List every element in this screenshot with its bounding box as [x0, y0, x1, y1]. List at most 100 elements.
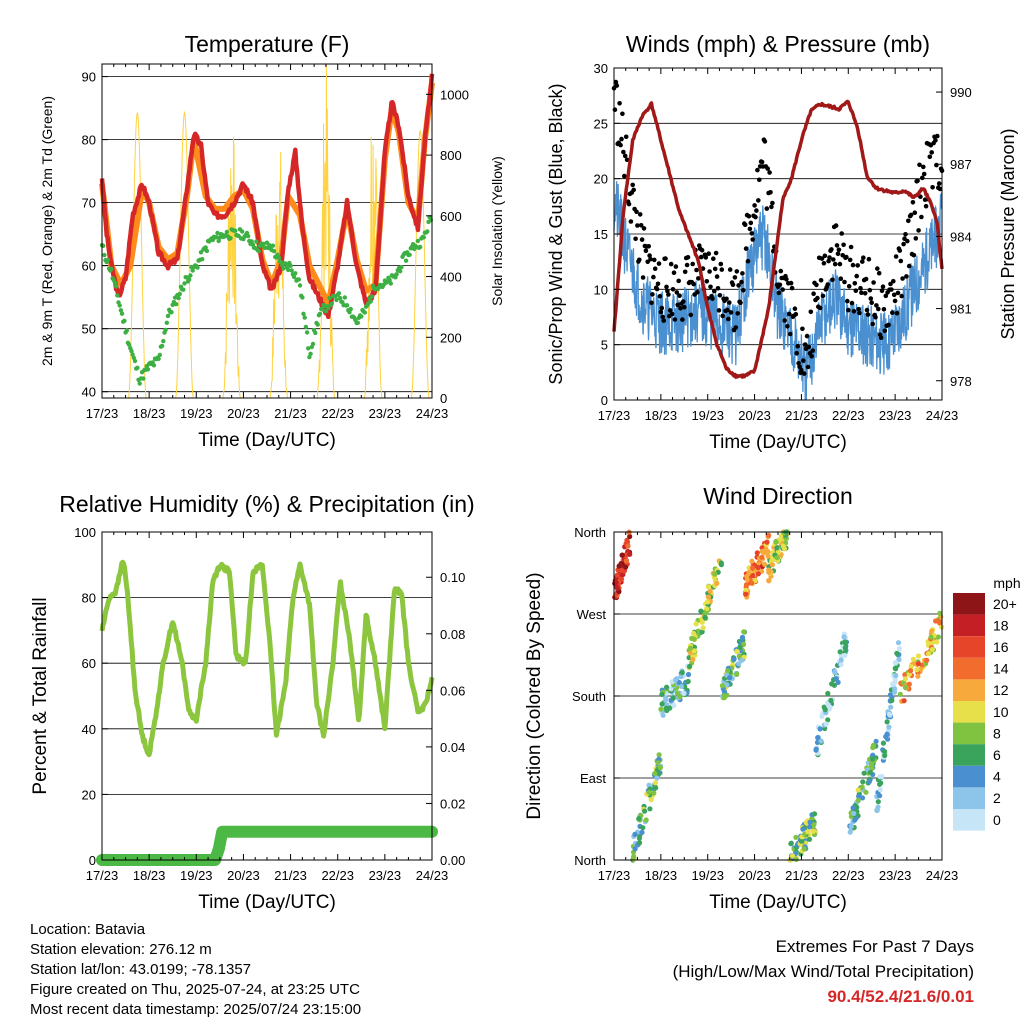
dewpoint-point [240, 229, 245, 234]
gust-point [663, 256, 668, 261]
gust-point [921, 171, 927, 177]
dewpoint-point [129, 348, 134, 354]
direction-point [934, 639, 940, 645]
gust-point [883, 293, 889, 299]
y-tick-label: North [574, 525, 606, 540]
dewpoint-point [304, 330, 310, 335]
station-pressure-line [612, 99, 944, 379]
y-tick-label: 50 [82, 322, 96, 337]
gust-point [847, 257, 853, 263]
dewpoint-point [261, 241, 266, 246]
direction-point [936, 618, 942, 624]
dewpoint-point [418, 244, 423, 250]
gust-point [889, 287, 894, 292]
direction-point [658, 706, 664, 712]
direction-point [847, 829, 853, 835]
direction-point [612, 578, 618, 584]
gust-point [858, 285, 863, 291]
gust-point [681, 299, 686, 304]
gust-point [682, 304, 687, 310]
dewpoint-point [181, 287, 186, 292]
gust-point [745, 258, 751, 264]
gust-point [666, 292, 671, 297]
direction-point [866, 778, 873, 785]
gust-point [853, 288, 859, 294]
gust-point [628, 219, 634, 224]
gust-point [674, 290, 680, 295]
direction-point [755, 564, 761, 571]
dewpoint-point [165, 313, 171, 319]
direction-point [639, 829, 645, 836]
x-tick-label: 17/23 [598, 868, 631, 883]
gust-point [913, 236, 919, 241]
gust-point [891, 292, 897, 298]
dewpoint-point [137, 381, 142, 386]
panel-title: Temperature (F) [185, 31, 350, 57]
direction-point [749, 580, 755, 586]
colorbar-label: mph [993, 575, 1020, 591]
y2-tick-label: 0.08 [440, 627, 465, 642]
y-tick-label: 25 [594, 116, 608, 131]
colorbar-tick-label: 6 [993, 747, 1001, 763]
direction-point [851, 810, 857, 817]
station-info: Location: Batavia Station elevation: 276… [30, 920, 361, 1020]
dewpoint-point [203, 245, 208, 250]
gust-point [820, 293, 826, 299]
direction-point [744, 576, 750, 583]
colorbar-tick-label: 16 [993, 639, 1009, 655]
direction-point [825, 690, 831, 697]
gust-point [652, 266, 658, 272]
solar-insolation-line [102, 65, 432, 399]
direction-point [894, 650, 900, 656]
direction-point [659, 701, 665, 707]
gust-point [806, 344, 812, 350]
direction-point [654, 775, 660, 781]
dewpoint-point [388, 281, 393, 286]
direction-point [789, 853, 796, 859]
gust-point [890, 310, 895, 316]
dewpoint-point [334, 297, 339, 303]
dewpoint-point [126, 342, 132, 347]
gust-point [855, 263, 860, 268]
direction-point [727, 675, 733, 681]
gust-point [895, 290, 901, 296]
gust-point [665, 288, 670, 294]
dewpoint-point [283, 261, 289, 266]
gust-point [785, 324, 790, 329]
y2-tick-label: 400 [440, 270, 462, 285]
direction-point [882, 752, 888, 759]
gust-point [819, 256, 825, 261]
y2-tick-label: 0.02 [440, 796, 465, 811]
y-tick-label: 70 [82, 196, 96, 211]
direction-point [818, 738, 824, 744]
gust-point [741, 288, 746, 293]
gust-point [612, 107, 618, 112]
direction-point [614, 572, 620, 578]
colorbar-tick-label: 8 [993, 725, 1001, 741]
dewpoint-point [105, 257, 111, 263]
direction-point [831, 682, 838, 688]
dewpoint-point [270, 243, 276, 248]
gust-point [719, 267, 725, 272]
panel-title: Wind Direction [703, 483, 853, 509]
dewpoint-point [182, 281, 187, 286]
y-tick-label: 90 [82, 70, 96, 85]
direction-point [695, 628, 701, 634]
y-axis-label: Solar Insolation (Yellow) [489, 156, 505, 306]
dewpoint-point [394, 272, 399, 277]
direction-point [793, 834, 799, 840]
colorbar-tick-label: 20+ [993, 596, 1017, 612]
gust-point [829, 247, 834, 252]
gust-point [652, 257, 657, 263]
gust-point [742, 222, 748, 228]
direction-point [807, 819, 813, 825]
direction-point [764, 539, 770, 545]
gust-point [643, 248, 649, 254]
gust-point [811, 291, 816, 297]
direction-point [788, 841, 794, 847]
direction-point [838, 657, 844, 663]
dewpoint-point [109, 266, 114, 272]
direction-point [915, 653, 922, 659]
gust-point [917, 162, 922, 168]
dewpoint-point [303, 324, 309, 330]
